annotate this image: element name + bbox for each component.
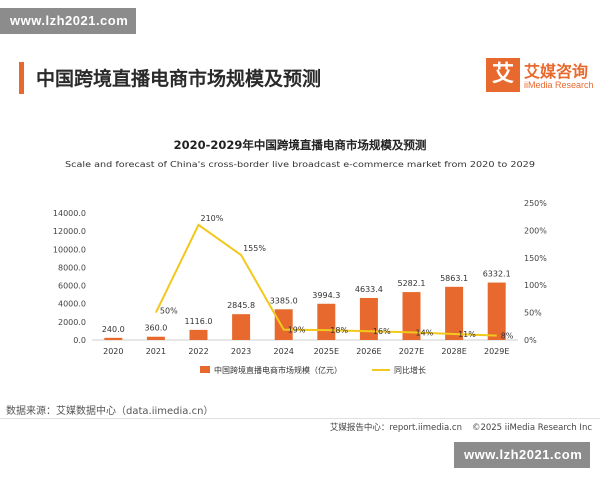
chart-title: 2020-2029年中国跨境直播电商市场规模及预测: [174, 138, 427, 152]
growth-value-label: 18%: [330, 326, 348, 335]
legend-bar-swatch: [200, 366, 210, 373]
y-tick-label: 14000.0: [53, 209, 86, 218]
x-tick-label: 2020: [103, 347, 123, 356]
bar-value-label: 1116.0: [185, 317, 213, 326]
x-tick-label: 2027E: [399, 347, 424, 356]
footer-copyright: ©2025 iiMedia Research Inc: [471, 423, 592, 433]
y2-tick-label: 100%: [524, 281, 547, 290]
bar-value-label: 240.0: [102, 325, 125, 334]
growth-value-label: 8%: [501, 332, 514, 341]
data-source: 数据来源：艾媒数据中心（data.iimedia.cn）: [6, 406, 214, 417]
growth-value-label: 19%: [288, 326, 306, 335]
bar-2024: [274, 309, 293, 340]
watermark-bottom: www.lzh2021.com: [454, 442, 590, 468]
growth-value-label: 155%: [243, 244, 266, 253]
bar-2029E: [487, 282, 506, 340]
legend-bar-label: 中国跨境直播电商市场规模（亿元）: [214, 365, 342, 375]
x-tick-label: 2022: [188, 347, 208, 356]
growth-value-label: 16%: [373, 327, 391, 336]
y-tick-label: 4000.0: [58, 300, 86, 309]
x-tick-label: 2028E: [441, 347, 466, 356]
iimedia-logo-icon: 艾: [486, 58, 520, 92]
y-tick-label: 12000.0: [53, 227, 86, 236]
y-tick-label: 6000.0: [58, 282, 86, 291]
y-tick-label: 2000.0: [58, 318, 86, 327]
footer-divider: [0, 418, 600, 419]
bar-value-label: 5863.1: [440, 274, 468, 283]
growth-value-label: 11%: [458, 330, 476, 339]
y2-tick-label: 50%: [524, 309, 542, 318]
bar-2028E: [445, 286, 464, 340]
footer: 艾媒报告中心：report.iimedia.cn ©2025 iiMedia Re…: [320, 421, 592, 433]
title-accent-bar: [19, 62, 24, 94]
bar-2023: [232, 314, 251, 340]
bar-value-label: 3994.3: [312, 291, 340, 300]
x-tick-label: 2029E: [484, 347, 509, 356]
y-tick-label: 0.0: [73, 336, 86, 345]
y2-tick-label: 250%: [524, 199, 547, 208]
growth-value-label: 14%: [416, 328, 434, 337]
growth-value-label: 210%: [201, 214, 224, 223]
bar-value-label: 2845.8: [227, 301, 255, 310]
growth-value-label: 50%: [160, 307, 178, 316]
bar-value-label: 5282.1: [398, 279, 426, 288]
y-tick-label: 8000.0: [58, 263, 86, 272]
bar-value-label: 3385.0: [270, 296, 298, 305]
x-tick-label: 2026E: [356, 347, 381, 356]
y2-tick-label: 0%: [524, 336, 537, 345]
page-title: 中国跨境直播电商市场规模及预测: [36, 68, 322, 90]
watermark-top: www.lzh2021.com: [0, 8, 136, 34]
bar-2026E: [359, 297, 378, 340]
x-tick-label: 2023: [231, 347, 251, 356]
bar-2027E: [402, 292, 421, 340]
y2-tick-label: 150%: [524, 254, 547, 263]
logo-name-en: iiMedia Research: [524, 80, 594, 90]
x-tick-label: 2025E: [314, 347, 339, 356]
x-tick-label: 2024: [274, 347, 294, 356]
bar-value-label: 360.0: [144, 324, 167, 333]
bar-value-label: 6332.1: [483, 270, 511, 279]
chart-subtitle: Scale and forecast of China's cross-bord…: [65, 160, 535, 169]
x-tick-label: 2021: [146, 347, 166, 356]
bar-2020: [104, 337, 123, 340]
footer-report-center: 艾媒报告中心：report.iimedia.cn: [329, 423, 462, 433]
logo-name-cn: 艾媒咨询: [524, 62, 589, 81]
bar-2021: [146, 336, 165, 340]
y2-tick-label: 200%: [524, 226, 547, 235]
legend-line-label: 同比增长: [394, 365, 426, 375]
growth-line: [155, 223, 497, 337]
bar-value-label: 4633.4: [355, 285, 383, 294]
bar-2022: [189, 329, 208, 340]
y-tick-label: 10000.0: [53, 245, 86, 254]
